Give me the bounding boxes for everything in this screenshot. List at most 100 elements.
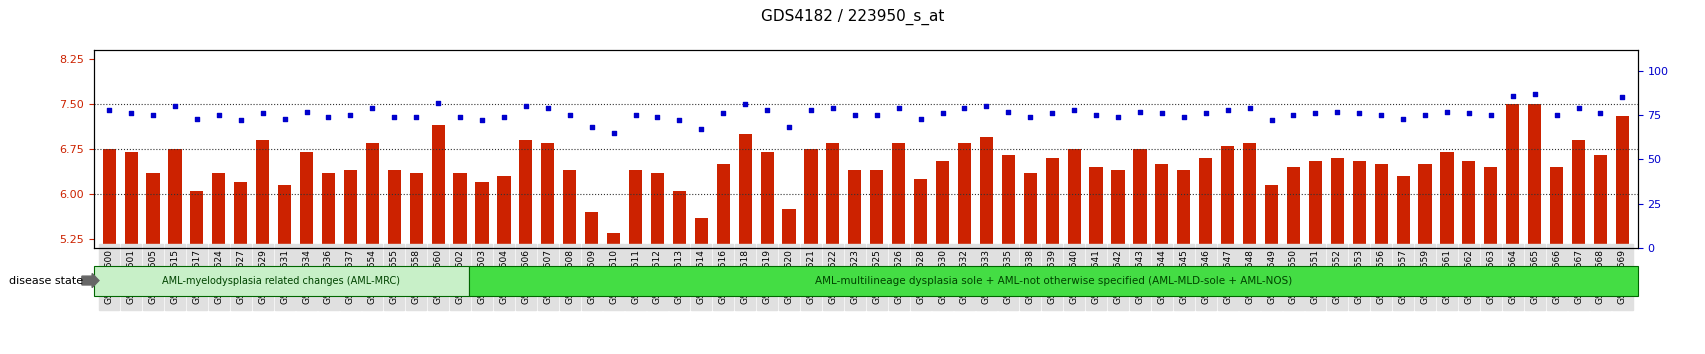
Text: disease state: disease state	[9, 275, 82, 286]
Bar	[124, 152, 138, 248]
Bar	[476, 182, 488, 248]
Bar	[825, 143, 839, 248]
Point	[972, 103, 999, 109]
Point	[1432, 109, 1459, 114]
Point	[1214, 107, 1241, 113]
Point	[1016, 114, 1043, 120]
Bar	[431, 125, 445, 248]
Point	[863, 112, 890, 118]
Bar	[256, 140, 269, 248]
Point	[358, 105, 385, 111]
Bar	[1374, 164, 1386, 248]
Point	[1147, 110, 1175, 116]
Point	[1499, 93, 1526, 98]
Point	[1323, 109, 1350, 114]
Bar	[1132, 149, 1146, 248]
Point	[643, 114, 670, 120]
Bar	[1330, 158, 1344, 248]
Point	[1586, 110, 1613, 116]
Point	[512, 103, 539, 109]
Point	[665, 118, 692, 123]
Bar	[716, 164, 730, 248]
Bar	[1286, 167, 1299, 248]
Point	[380, 114, 407, 120]
Point	[1038, 110, 1066, 116]
Point	[928, 110, 955, 116]
Bar	[409, 173, 423, 248]
Bar	[540, 143, 554, 248]
Point	[796, 107, 824, 113]
Bar	[1439, 152, 1453, 248]
Point	[1541, 112, 1569, 118]
Bar	[1352, 161, 1366, 248]
Bar	[651, 173, 663, 248]
Point	[818, 105, 846, 111]
Point	[622, 112, 650, 118]
Point	[1081, 112, 1108, 118]
Bar	[147, 173, 160, 248]
Bar	[169, 149, 181, 248]
Bar	[278, 185, 292, 248]
Bar	[914, 179, 926, 248]
Point	[162, 103, 189, 109]
Bar	[1528, 104, 1540, 248]
Bar	[870, 170, 883, 248]
Point	[1125, 109, 1153, 114]
Bar	[1023, 173, 1037, 248]
Point	[1410, 112, 1437, 118]
Bar	[1263, 185, 1277, 248]
Point	[402, 114, 430, 120]
Point	[118, 110, 145, 116]
Point	[1061, 107, 1088, 113]
Point	[1279, 112, 1306, 118]
Bar	[738, 134, 752, 248]
Point	[140, 112, 167, 118]
Bar	[344, 170, 356, 248]
Bar	[322, 173, 334, 248]
Point	[425, 100, 452, 105]
Point	[556, 112, 583, 118]
Point	[950, 105, 977, 111]
Point	[1521, 91, 1548, 97]
Text: GDS4182 / 223950_s_at: GDS4182 / 223950_s_at	[760, 9, 945, 25]
Point	[907, 116, 934, 121]
Point	[1477, 112, 1504, 118]
Point	[1234, 105, 1262, 111]
Bar	[234, 182, 247, 248]
Bar	[607, 233, 621, 248]
Bar	[672, 191, 685, 248]
Bar	[760, 152, 774, 248]
Bar	[1570, 140, 1584, 248]
Bar	[387, 170, 401, 248]
Point	[687, 126, 714, 132]
Point	[1192, 110, 1219, 116]
Bar	[1417, 164, 1430, 248]
Bar	[1483, 167, 1497, 248]
Point	[271, 116, 298, 121]
Bar	[1615, 116, 1628, 248]
Point	[578, 125, 605, 130]
Point	[95, 107, 123, 113]
Bar	[1176, 170, 1190, 248]
Text: AML-myelodysplasia related changes (AML-MRC): AML-myelodysplasia related changes (AML-…	[162, 275, 401, 286]
Point	[600, 130, 627, 136]
Bar	[563, 170, 576, 248]
Bar	[957, 143, 970, 248]
Point	[489, 114, 517, 120]
Point	[249, 110, 276, 116]
Bar	[1550, 167, 1562, 248]
Bar	[1089, 167, 1101, 248]
Text: AML-multilineage dysplasia sole + AML-not otherwise specified (AML-MLD-sole + AM: AML-multilineage dysplasia sole + AML-no…	[815, 275, 1291, 286]
Point	[1563, 105, 1591, 111]
Point	[1345, 110, 1373, 116]
Point	[885, 105, 912, 111]
Point	[1454, 110, 1482, 116]
Point	[293, 109, 321, 114]
Bar	[1221, 146, 1233, 248]
Point	[1608, 95, 1635, 100]
Bar	[365, 143, 379, 248]
Bar	[454, 173, 467, 248]
Bar	[1592, 155, 1606, 248]
Point	[1103, 114, 1130, 120]
Point	[534, 105, 561, 111]
